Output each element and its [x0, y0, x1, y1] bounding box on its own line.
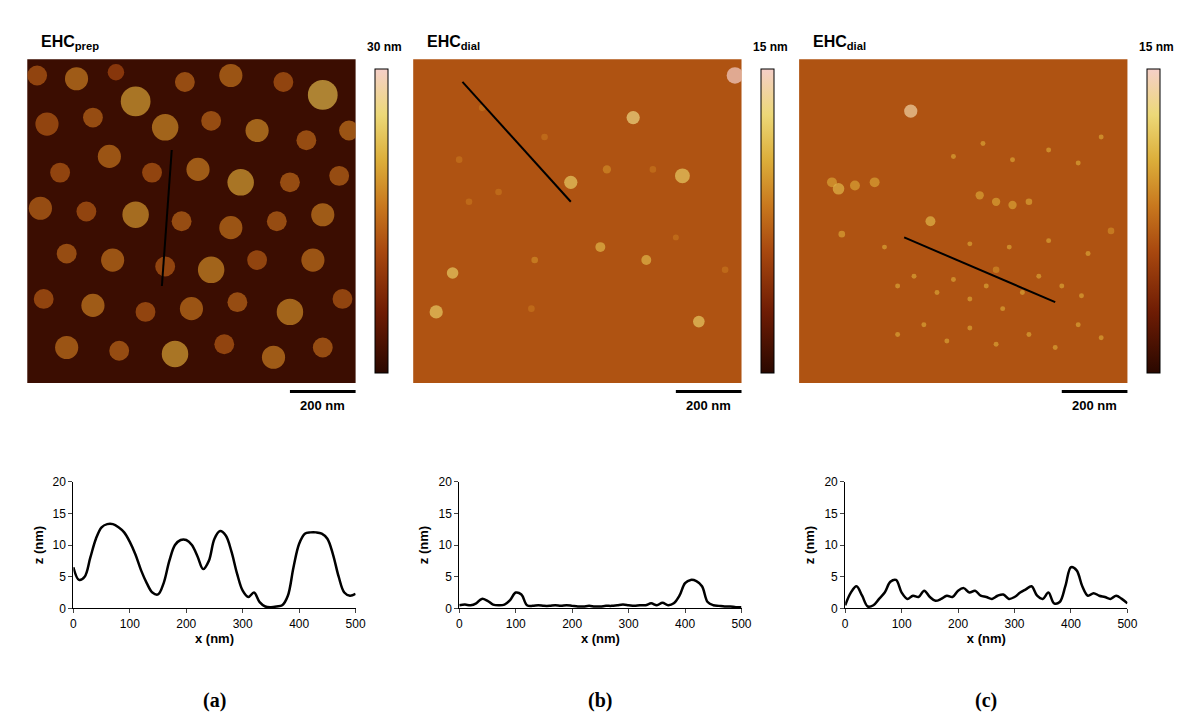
svg-text:x (nm): x (nm) — [581, 631, 620, 646]
svg-text:500: 500 — [1117, 617, 1137, 631]
svg-text:EHC​dial​: EHC​dial​ — [427, 33, 480, 52]
svg-text:100: 100 — [120, 617, 140, 631]
svg-text:15 nm: 15 nm — [753, 40, 788, 54]
svg-text:(b): (b) — [588, 689, 612, 712]
svg-text:10: 10 — [439, 538, 453, 552]
svg-text:100: 100 — [892, 617, 912, 631]
svg-text:x (nm): x (nm) — [967, 631, 1006, 646]
svg-text:200: 200 — [562, 617, 582, 631]
svg-text:5: 5 — [59, 570, 66, 584]
svg-text:z (nm): z (nm) — [802, 526, 817, 564]
svg-text:10: 10 — [53, 538, 67, 552]
svg-text:10: 10 — [824, 538, 838, 552]
svg-text:200: 200 — [948, 617, 968, 631]
svg-text:z (nm): z (nm) — [416, 526, 431, 564]
svg-text:(a): (a) — [203, 689, 226, 712]
svg-text:400: 400 — [675, 617, 695, 631]
svg-text:500: 500 — [732, 617, 752, 631]
svg-text:200 nm: 200 nm — [1072, 398, 1117, 413]
svg-text:400: 400 — [1061, 617, 1081, 631]
svg-text:0: 0 — [70, 617, 77, 631]
svg-text:(c): (c) — [975, 689, 997, 712]
svg-text:200 nm: 200 nm — [300, 398, 345, 413]
svg-text:20: 20 — [439, 475, 453, 489]
svg-text:200 nm: 200 nm — [686, 398, 731, 413]
svg-text:x (nm): x (nm) — [195, 631, 234, 646]
svg-text:EHC​prep​: EHC​prep​ — [41, 33, 99, 52]
svg-text:15: 15 — [439, 507, 453, 521]
svg-text:0: 0 — [842, 617, 849, 631]
svg-text:5: 5 — [831, 570, 838, 584]
svg-text:15: 15 — [824, 507, 838, 521]
svg-text:15 nm: 15 nm — [1139, 40, 1174, 54]
svg-text:30 nm: 30 nm — [367, 40, 402, 54]
svg-text:15: 15 — [53, 507, 67, 521]
svg-text:z (nm): z (nm) — [31, 526, 46, 564]
svg-text:20: 20 — [53, 475, 67, 489]
svg-text:200: 200 — [176, 617, 196, 631]
svg-text:0: 0 — [456, 617, 463, 631]
svg-text:300: 300 — [1005, 617, 1025, 631]
svg-text:100: 100 — [506, 617, 526, 631]
svg-text:300: 300 — [233, 617, 253, 631]
svg-text:0: 0 — [59, 602, 66, 616]
svg-text:EHC​dial​: EHC​dial​ — [813, 33, 866, 52]
svg-text:300: 300 — [619, 617, 639, 631]
svg-text:0: 0 — [831, 602, 838, 616]
svg-text:5: 5 — [445, 570, 452, 584]
svg-text:500: 500 — [346, 617, 366, 631]
svg-text:400: 400 — [289, 617, 309, 631]
svg-text:20: 20 — [824, 475, 838, 489]
svg-text:0: 0 — [445, 602, 452, 616]
